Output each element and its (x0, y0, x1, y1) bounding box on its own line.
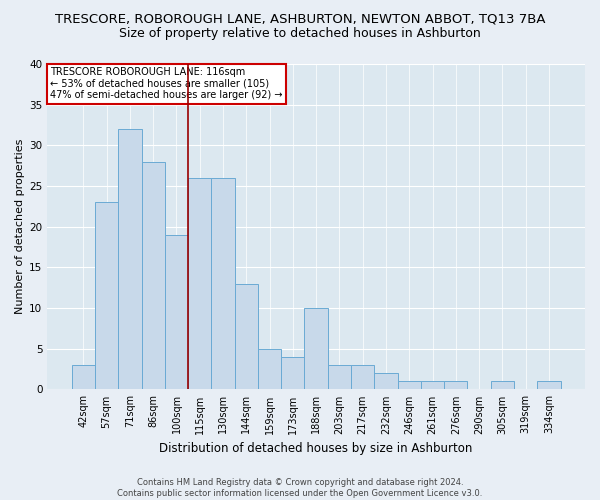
Bar (211, 178, 235, 390)
Bar (328, 365, 351, 390)
Bar (444, 382, 467, 390)
Bar (118, 129, 142, 390)
Bar (95, 202, 118, 390)
Bar (421, 382, 444, 390)
Bar (165, 235, 188, 390)
Bar (304, 308, 328, 390)
Bar (351, 365, 374, 390)
Text: TRESCORE, ROBOROUGH LANE, ASHBURTON, NEWTON ABBOT, TQ13 7BA: TRESCORE, ROBOROUGH LANE, ASHBURTON, NEW… (55, 12, 545, 26)
Bar (537, 382, 560, 390)
Bar (398, 382, 421, 390)
Bar (491, 382, 514, 390)
Bar (281, 357, 304, 390)
X-axis label: Distribution of detached houses by size in Ashburton: Distribution of detached houses by size … (160, 442, 473, 455)
Text: TRESCORE ROBOROUGH LANE: 116sqm
← 53% of detached houses are smaller (105)
47% o: TRESCORE ROBOROUGH LANE: 116sqm ← 53% of… (50, 68, 283, 100)
Bar (142, 162, 165, 390)
Bar (72, 365, 95, 390)
Bar (235, 284, 258, 390)
Text: Size of property relative to detached houses in Ashburton: Size of property relative to detached ho… (119, 28, 481, 40)
Bar (188, 178, 211, 390)
Y-axis label: Number of detached properties: Number of detached properties (15, 139, 25, 314)
Text: Contains HM Land Registry data © Crown copyright and database right 2024.
Contai: Contains HM Land Registry data © Crown c… (118, 478, 482, 498)
Bar (258, 349, 281, 390)
Bar (374, 373, 398, 390)
